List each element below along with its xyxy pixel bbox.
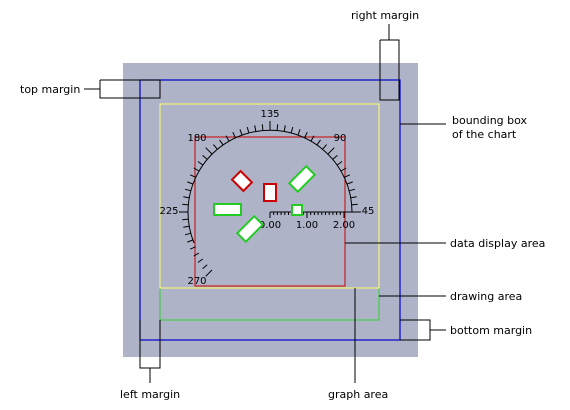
polar-tick [213,144,218,150]
polar-tick [193,252,200,257]
polar-tick [197,161,204,166]
bottom-margin-callout: bottom margin [400,319,532,341]
polar-tick [304,131,308,138]
polar-tick [197,258,204,263]
top-margin-callout: top margin [20,79,161,99]
bounding-box-callout: bounding box of the chart [400,114,528,141]
green-rotated-rect-lower [235,214,265,244]
left-margin-callout: left margin [120,320,180,401]
polar-tick [336,161,343,166]
red-diamond-symbol [230,169,254,193]
angle-label-90: 90 [334,133,347,144]
polar-tick [239,129,243,136]
angle-label-135: 135 [260,109,279,120]
polar-tick [261,124,264,131]
polar-tick [205,269,213,277]
right-margin-label: right margin [351,9,419,22]
polar-tick [187,181,194,185]
polar-tick [183,225,190,228]
polar-tick [276,124,279,131]
graph-area-box [159,103,380,289]
polar-tick [219,139,224,146]
polar-tick [205,147,213,155]
right-margin-bracket [379,39,400,101]
polar-tick [225,135,230,142]
polar-tick [283,125,286,132]
polar-tick [246,126,250,133]
left-margin-label: left margin [120,388,180,401]
polar-tick [350,196,357,199]
angle-label-270: 270 [187,276,206,287]
polar-tick [344,174,351,178]
polar-tick [187,239,194,243]
radial-label-1: 1.00 [296,220,318,231]
bounding-box [139,79,401,341]
polar-tick [290,126,294,133]
radial-label-2: 2.00 [333,220,355,231]
polar-tick [182,203,189,206]
data-display-area-callout: data display area [345,237,545,250]
angle-label-45: 45 [362,206,375,217]
polar-tick [189,246,196,250]
polar-outer-arc [187,129,353,244]
green-small-square-symbol [291,204,303,216]
polar-tick [202,155,208,160]
drawing-area-label: drawing area [450,290,522,303]
graph-area-label: graph area [328,388,388,401]
polar-tick [193,167,200,172]
polar-tick [310,135,315,142]
bottom-margin-label: bottom margin [450,324,532,337]
polar-tick [184,188,191,192]
right-margin-callout: right margin [351,9,419,101]
polar-tick [349,188,356,192]
data-display-area-label: data display area [450,237,545,250]
top-margin-bracket [99,79,161,99]
angle-label-180: 180 [187,133,206,144]
polar-chart: 135 180 90 225 45 270 0.00 1.00 2.00 [159,109,374,287]
polar-tick [340,167,347,172]
radial-label-0: 0.00 [259,220,281,231]
drawing-area-callout: drawing area [379,290,522,303]
polar-tick [332,155,338,160]
polar-tick [184,232,191,236]
polar-tick [254,125,257,132]
graph-area-callout: graph area [328,288,388,401]
green-rotated-rect-upper [287,164,317,194]
polar-tick [322,144,327,150]
green-rectangle-symbol [213,203,242,216]
polar-tick [189,174,196,178]
polar-tick [316,139,321,146]
polar-tick [297,129,301,136]
top-margin-label: top margin [20,83,80,96]
red-rectangle-symbol [263,183,277,202]
polar-tick-marks [179,121,361,277]
polar-tick [232,131,236,138]
bounding-box-label: bounding box [452,114,528,127]
angle-label-225: 225 [159,206,178,217]
polar-tick [351,203,358,206]
polar-tick [202,264,208,269]
polar-tick [183,196,190,199]
polar-tick [346,181,353,185]
polar-tick [182,218,189,221]
polar-tick [327,147,335,155]
bounding-box-label-line2: of the chart [452,128,517,141]
chart-background [123,63,418,357]
